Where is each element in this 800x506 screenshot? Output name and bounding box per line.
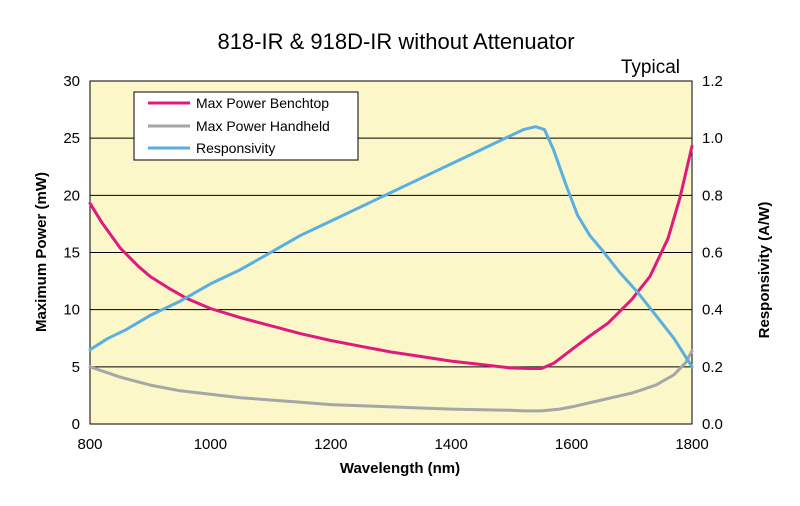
legend: Max Power Benchtop Max Power Handheld Re…: [133, 91, 359, 161]
x-tick-label: 1200: [314, 436, 347, 453]
y-left-tick-label: 25: [63, 130, 80, 147]
x-tick-label: 1000: [194, 436, 227, 453]
y-right-tick-label: 0.0: [702, 416, 723, 433]
y-right-tick-label: 0.4: [702, 302, 723, 319]
chart-title: 818-IR & 918D-IR without Attenuator: [217, 29, 574, 54]
chart-subtitle: Typical: [621, 57, 680, 78]
series-layer: [88, 125, 694, 413]
y-axis-right-label: Responsivity (A/W): [756, 202, 773, 339]
y-left-tick-label: 10: [63, 302, 80, 319]
x-axis-label: Wavelength (nm): [340, 460, 460, 477]
y-left-tick-label: 5: [72, 359, 80, 376]
x-tick-label: 1600: [555, 436, 588, 453]
legend-label-responsivity: Responsivity: [196, 140, 275, 156]
y-right-tick-label: 0.6: [702, 245, 723, 262]
series-line-max-power-benchtop: [88, 144, 694, 370]
x-tick-label: 800: [77, 436, 102, 453]
y-left-tick-label: 30: [63, 73, 80, 90]
y-left-tick-label: 15: [63, 245, 80, 262]
x-tick-label: 1800: [675, 436, 708, 453]
y-right-tick-label: 0.2: [702, 359, 723, 376]
y-right-tick-label: 0.8: [702, 187, 723, 204]
x-tick-label: 1400: [435, 436, 468, 453]
y-axis-left-label: Maximum Power (mW): [33, 172, 50, 332]
grid-layer: [90, 137, 692, 368]
series-line-max-power-handheld: [88, 349, 694, 413]
plot-area-border: [89, 80, 693, 425]
series-line-responsivity: [88, 125, 694, 369]
y-left-tick-label: 0: [72, 416, 80, 433]
legend-label-benchtop: Max Power Benchtop: [196, 95, 329, 111]
y-right-tick-label: 1.2: [702, 73, 723, 90]
y-right-tick-label: 1.0: [702, 130, 723, 147]
legend-label-handheld: Max Power Handheld: [196, 118, 330, 134]
y-left-tick-label: 20: [63, 187, 80, 204]
ticks-layer: 0 5 10 15 20 25 30 0.0 0.2 0.4 0.6 0.8 1.0 1.2 800 1000…: [63, 73, 723, 453]
